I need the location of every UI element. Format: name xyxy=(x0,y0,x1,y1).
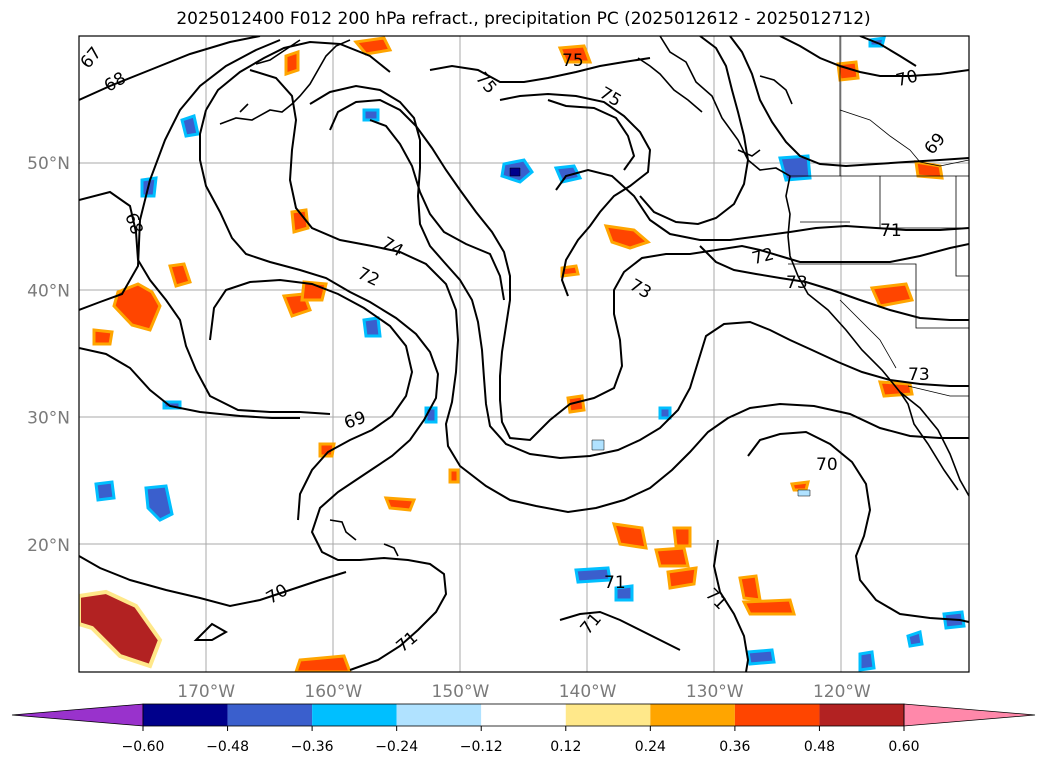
coastlines xyxy=(219,36,969,557)
colorbar-tick-label: −0.12 xyxy=(460,739,503,755)
contour-label: 71 xyxy=(604,573,626,593)
colorbar-segment xyxy=(481,704,566,726)
colorbar-tick-label: −0.48 xyxy=(206,739,249,755)
colorbar-segment xyxy=(565,704,651,726)
precip-positive-area xyxy=(284,49,300,77)
precip-negative-area xyxy=(906,630,924,648)
longitude-label: 130°W xyxy=(686,682,744,702)
contour-label: 70 xyxy=(816,455,838,475)
precip-negative-area xyxy=(797,489,811,497)
precip-positive-area xyxy=(318,442,336,458)
precip-negative-area xyxy=(658,406,672,420)
precip-positive-area xyxy=(672,526,692,548)
longitude-labels: 170°W 160°W 150°W 140°W 130°W 120°W xyxy=(177,682,871,702)
contour-label: 73 xyxy=(786,273,808,293)
precip-positive-area xyxy=(92,328,114,346)
colorbar xyxy=(11,703,1036,727)
precip-negative-area xyxy=(362,108,380,122)
contour-label: 71 xyxy=(880,221,902,241)
colorbar-segment xyxy=(734,704,820,726)
colorbar-ticks: −0.60 −0.48 −0.36 −0.24 −0.12 0.12 0.24 0.36 0.4… xyxy=(122,726,920,755)
latitude-label: 40°N xyxy=(27,281,70,301)
longitude-label: 120°W xyxy=(813,682,871,702)
colorbar-extend-high xyxy=(903,703,1036,727)
precip-negative-area xyxy=(553,164,583,184)
precip-positive-area xyxy=(654,546,690,568)
precip-negative-area xyxy=(614,584,634,602)
colorbar-tick-label: −0.24 xyxy=(375,739,418,755)
colorbar-tick-label: 0.60 xyxy=(888,739,919,755)
longitude-label: 170°W xyxy=(177,682,235,702)
precip-positive-area xyxy=(168,262,192,288)
colorbar-outline xyxy=(142,703,905,727)
precip-negative-area xyxy=(94,480,116,502)
precip-positive-area xyxy=(383,496,417,512)
precip-positive-area xyxy=(741,598,796,616)
colorbar-segment xyxy=(143,704,228,726)
precip-negative-area xyxy=(144,484,174,522)
precip-positive-area xyxy=(79,589,163,669)
contour-label: 73 xyxy=(908,365,930,385)
precip-negative-area xyxy=(591,439,605,451)
contour-label: 75 xyxy=(562,51,584,71)
map-panel[interactable]: 67 68 68 75 75 75 70 69 74 72 73 72 71 7… xyxy=(77,36,969,672)
precip-positive-area xyxy=(738,574,762,602)
colorbar-tick-label: 0.24 xyxy=(635,739,666,755)
colorbar-segment xyxy=(312,704,397,726)
colorbar-segment xyxy=(227,704,313,726)
precip-positive-area xyxy=(557,44,593,64)
precip-positive-area xyxy=(566,394,586,414)
colorbar-tick-label: −0.36 xyxy=(291,739,334,755)
longitude-label: 150°W xyxy=(432,682,490,702)
longitude-label: 140°W xyxy=(559,682,617,702)
latitude-label: 30°N xyxy=(27,409,70,429)
precip-negative-area xyxy=(362,316,382,338)
precip-negative-area xyxy=(746,648,776,666)
precip-positive-area xyxy=(603,224,651,250)
precip-positive-area xyxy=(666,566,698,590)
precip-positive-area xyxy=(294,654,352,672)
map-title: 2025012400 F012 200 hPa refract., precip… xyxy=(176,9,871,29)
political-borders xyxy=(788,36,969,397)
precip-negative-area xyxy=(858,650,876,672)
precip-positive-area xyxy=(869,282,915,308)
colorbar-segment xyxy=(396,704,482,726)
colorbar-tick-label: −0.60 xyxy=(122,739,165,755)
precip-positive-area xyxy=(290,208,310,234)
latitude-label: 50°N xyxy=(27,154,70,174)
precip-positive-area xyxy=(611,522,648,550)
colorbar-extend-low xyxy=(11,703,144,727)
colorbar-tick-label: 0.12 xyxy=(550,739,581,755)
refractivity-contours xyxy=(79,36,969,672)
precip-positive-area xyxy=(353,36,393,56)
precip-positive-area xyxy=(448,468,460,484)
colorbar-tick-label: 0.48 xyxy=(804,739,835,755)
colorbar-tick-label: 0.36 xyxy=(719,739,750,755)
map-frame xyxy=(78,35,970,673)
precip-negative-area xyxy=(180,114,200,138)
precip-negative-area xyxy=(509,167,521,177)
colorbar-segment xyxy=(650,704,735,726)
precip-positive-area xyxy=(877,380,914,398)
precip-positive-area xyxy=(789,480,810,492)
precip-positive-area xyxy=(112,282,162,332)
precip-positive-area xyxy=(560,264,580,278)
latitude-label: 20°N xyxy=(27,536,70,556)
precip-negative-area xyxy=(574,566,612,584)
colorbar-segment xyxy=(819,704,904,726)
latitude-labels: 50°N 40°N 30°N 20°N xyxy=(27,154,70,556)
longitude-label: 160°W xyxy=(304,682,362,702)
